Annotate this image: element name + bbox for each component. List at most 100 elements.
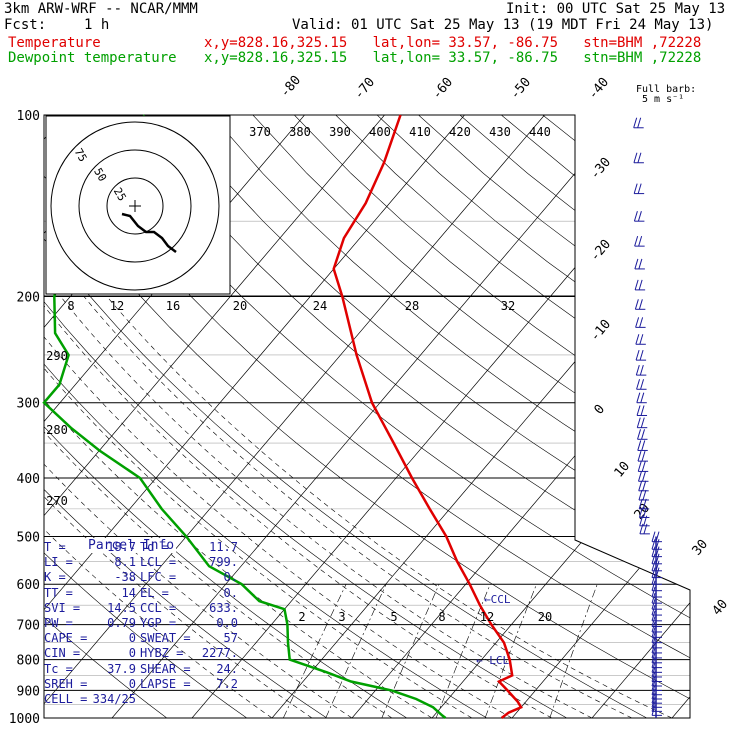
parcel-info-cell: CCL = [140,600,177,615]
forecast-label: Fcst: [4,17,47,33]
left-theta-label: 280 [46,423,68,437]
isotherm-label: 20 [632,501,654,523]
parcel-info-cell: PW = [44,616,73,631]
parcel-info-title: Parcel Info [86,538,177,553]
moist-adiabat [44,296,313,718]
parcel-info-cell: 8.1 [114,555,136,570]
wind-barb-flag [634,279,639,291]
isotherm-label: -30 [588,155,615,183]
wind-barb-flag [651,610,656,621]
dry-adiabat [86,115,690,718]
parcel-info-cell: T = [44,540,66,554]
isotherm-line [260,115,690,718]
parcel-info-cell: YGP = [140,616,177,631]
pressure-label: 300 [17,397,40,412]
parcel-info-cell: Td = [140,540,169,554]
wind-barb-flag [651,701,656,712]
dewpoint-legend: Dewpoint temperature [8,50,177,66]
pressure-label: 100 [17,109,40,124]
moist-adiabat [44,296,433,718]
wind-barb-flag [651,647,656,659]
parcel-info-cell: 0 [128,631,136,646]
mixing-ratio-line [283,584,347,718]
parcel-info-cell: LCL = [140,555,177,570]
wind-barb-flag [651,657,656,668]
dewpoint-location: x,y=828.16,325.15 lat,lon= 33.57, -86.75… [204,50,702,66]
upper-axis-label: 24 [313,299,327,313]
isotherm-label: -40 [586,75,613,103]
mixing-ratio-label: 2 [298,610,305,624]
wind-barb-flag [638,299,643,310]
dry-adiabat [45,115,690,718]
mixing-ratio-line [484,584,537,718]
wind-barb-flag [640,405,645,416]
pressure-label: 200 [17,291,40,306]
dewpoint-curve [42,114,447,719]
dry-adiabat [252,115,690,718]
wind-barb-flag [651,553,656,564]
wind-barb-flag [638,471,642,482]
dry-adiabat [211,115,690,718]
wind-barb-flag [636,379,641,390]
wind-barb-flag [651,697,656,708]
wind-barb-flag [640,417,645,428]
wind-barb-flag [651,632,656,643]
parcel-info-cell: 14.5 [107,600,136,615]
parcel-info-row: TT = 14 EL = 0. [44,586,274,601]
parcel-info-cell: CAPE = [44,631,88,646]
parcel-info-cell: 0 [128,646,136,661]
parcel-info-row: CIN = 0 HYBZ = 2277. [44,646,274,661]
isotherm-line [0,87,8,730]
wind-barb-flag [638,507,643,518]
upper-axis-label: 20 [233,299,247,313]
isotherm-label: 30 [690,537,712,559]
isotherm-label: -50 [508,75,535,103]
wind-barb-flag [633,211,638,222]
parcel-info-cell: 2277. [201,646,238,661]
moist-adiabat [44,296,513,718]
isotherm-label: 0 [592,402,609,418]
dry-adiabat [376,115,690,718]
temperature-location: x,y=828.16,325.15 lat,lon= 33.57, -86.75… [204,35,702,51]
wind-barb-flag [651,666,656,678]
wind-barb-flag [638,498,643,510]
parcel-info-cell: 57 [223,631,238,646]
parcel-info-cell: LAPSE = [140,676,191,691]
dry-adiabat [44,115,690,718]
wind-barb-flag [643,523,648,534]
theta-label: 420 [449,125,471,139]
wind-barbs [633,117,662,718]
wind-barb-flag [651,705,656,716]
wind-barb-flag [634,299,639,310]
mixing-ratio-line [435,584,491,718]
isotherm-line [580,115,690,718]
wind-barb-flag [641,450,646,462]
wind-barb-flag [633,117,638,128]
wind-barb-flag [637,183,642,194]
parcel-info-cell [190,692,238,707]
moist-adiabat [44,296,473,718]
parcel-info-row: Tc = 37.9 SHEAR = 24. [44,662,274,677]
parcel-info-cell: 18.7 [107,540,136,554]
hodograph-ring [106,177,164,235]
lcl-annotation: ← LCL [476,654,509,667]
wind-barb-flag [639,350,644,361]
wind-barb-flag [651,599,656,610]
pressure-label: 600 [17,578,40,593]
upper-axis-label: 16 [166,299,180,313]
isotherm-label: -80 [278,73,305,101]
dry-adiabat [44,115,590,718]
wind-barb-flag [651,567,656,578]
isotherm-label: 40 [710,597,732,619]
wind-barb-flag [637,429,641,440]
left-theta-label: 270 [46,494,68,508]
dry-adiabat [44,115,185,718]
wind-barb-flag [651,546,656,557]
wind-barb-flag [639,364,644,376]
isotherm-line [44,115,329,718]
parcel-info-cell: SHEAR = [140,661,191,676]
theta-label: 440 [529,125,551,139]
upper-axis-label: 12 [110,299,124,313]
wind-barb-flag [651,684,656,695]
